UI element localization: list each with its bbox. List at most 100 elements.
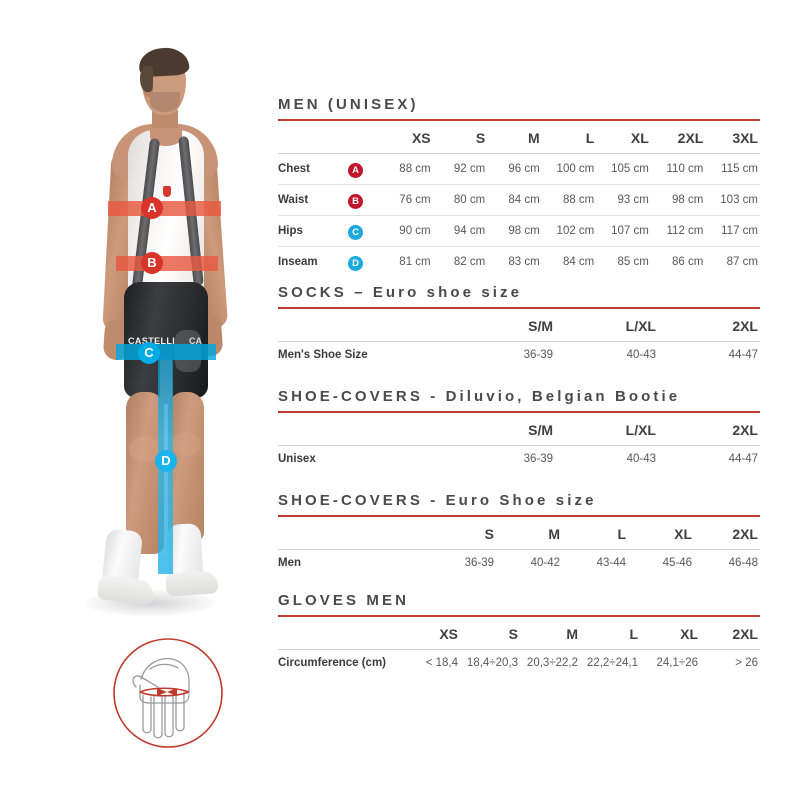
cell-waist-2xl: 98 cm <box>650 184 706 216</box>
table-header-row: S M L XL 2XL <box>278 518 760 550</box>
section-socks: SOCKS – Euro shoe size S/M L/XL 2XL Men'… <box>278 284 760 368</box>
col-header-3xl: 3XL <box>705 122 760 154</box>
row-badge-cell: B <box>348 184 379 216</box>
chest-measurement-band <box>108 201 221 216</box>
cell-inseam-xl: 85 cm <box>617 255 649 268</box>
marker-a: A <box>141 197 163 219</box>
col-header-m: M <box>520 618 580 650</box>
col-header-blank <box>278 414 453 446</box>
row-badge-cell: C <box>348 215 379 247</box>
table-shoe-covers-euro: S M L XL 2XL Men 36-39 40-42 43-44 45-46… <box>278 518 760 576</box>
cell-inseam-3xl: 87 cm <box>726 255 758 268</box>
col-header-l: L <box>541 122 597 154</box>
cell-waist-xs: 76 cm <box>378 184 433 216</box>
figure-jaw-shadow <box>150 92 180 112</box>
col-header-2xl: 2XL <box>658 414 760 446</box>
cell-socks-lxl: 40-43 <box>626 348 656 361</box>
badge-a: A <box>348 162 364 178</box>
row-label-hips: Hips <box>278 215 349 247</box>
shorts-brand-label: CASTELLI <box>128 336 176 346</box>
table-shoe-covers-diluvio: S/M L/XL 2XL Unisex 36-39 40-43 44-47 <box>278 414 760 472</box>
cell-inseam-s: 82 cm <box>453 255 486 268</box>
figure-hair-side <box>140 66 153 92</box>
row-label-chest: Chest <box>278 153 349 185</box>
cell-chest-xl: 105 cm <box>596 153 651 185</box>
cell-inseam-xs: 81 cm <box>399 255 431 268</box>
col-header-s: S <box>430 518 496 550</box>
cell-waist-l: 88 cm <box>541 184 597 216</box>
col-header-xl: XL <box>596 122 651 154</box>
col-header-xl: XL <box>640 618 700 650</box>
cell-gloves-2xl: > 26 <box>735 656 758 669</box>
col-header-sm: S/M <box>453 310 555 342</box>
cell-euro-2xl: 46-48 <box>728 556 758 569</box>
cell-hips-l: 102 cm <box>541 215 597 247</box>
col-header-lxl: L/XL <box>555 310 658 342</box>
col-header-l: L <box>580 618 640 650</box>
cell-chest-xs: 88 cm <box>378 153 433 185</box>
cell-gloves-m: 20,3÷22,2 <box>526 656 578 669</box>
cell-inseam-m: 83 cm <box>508 255 540 268</box>
waist-measurement-band <box>116 256 218 271</box>
row-label-circumference: Circumference (cm) <box>278 656 387 669</box>
cell-hips-xl: 107 cm <box>596 215 651 247</box>
col-header-badge <box>348 122 379 154</box>
row-label-men: Men <box>278 556 301 569</box>
cell-waist-xl: 93 cm <box>596 184 651 216</box>
cell-euro-s: 36-39 <box>464 556 494 569</box>
section-title-shoe-covers-euro: SHOE-COVERS - Euro Shoe size <box>278 492 597 509</box>
col-header-l: L <box>562 518 628 550</box>
col-header-xs: XS <box>400 618 460 650</box>
cell-hips-2xl: 112 cm <box>650 215 706 247</box>
col-header-2xl: 2XL <box>694 518 760 550</box>
cell-euro-xl: 45-46 <box>662 556 692 569</box>
badge-b: B <box>348 193 364 209</box>
section-shoe-covers-euro: SHOE-COVERS - Euro Shoe size S M L XL 2X… <box>278 492 760 576</box>
figure-right-foot <box>165 570 219 597</box>
col-header-blank <box>278 122 349 154</box>
hand-circumference-icon <box>113 638 223 748</box>
figure-left-leg <box>126 392 164 554</box>
row-label-inseam: Inseam <box>278 255 318 268</box>
cell-chest-m: 96 cm <box>487 153 542 185</box>
section-rule <box>278 119 760 121</box>
col-header-blank <box>278 518 430 550</box>
table-header-row: XS S M L XL 2XL <box>278 618 760 650</box>
marker-c: C <box>138 342 160 364</box>
row-label-mens-shoe-size: Men's Shoe Size <box>278 348 368 361</box>
table-socks: S/M L/XL 2XL Men's Shoe Size 36-39 40-43… <box>278 310 760 368</box>
cell-euro-l: 43-44 <box>596 556 626 569</box>
section-rule <box>278 615 760 617</box>
size-chart-tables: MEN (UNISEX) XS S M L XL 2XL 3XL Chest A… <box>278 0 768 800</box>
table-header-row: S/M L/XL 2XL <box>278 414 760 446</box>
cell-euro-m: 40-42 <box>530 556 560 569</box>
col-header-lxl: L/XL <box>555 414 658 446</box>
cell-waist-3xl: 103 cm <box>705 184 760 216</box>
cell-gloves-xl: 24,1÷26 <box>656 656 699 669</box>
section-title-men-unisex: MEN (UNISEX) <box>278 96 419 113</box>
table-row: Men 36-39 40-42 43-44 45-46 46-48 <box>278 549 760 576</box>
cell-chest-l: 100 cm <box>541 153 597 185</box>
table-row: Men's Shoe Size 36-39 40-43 44-47 <box>278 341 760 368</box>
section-rule <box>278 307 760 309</box>
table-men-unisex: XS S M L XL 2XL 3XL Chest A 88 cm 92 cm … <box>278 122 760 277</box>
cyclist-figure-panel: CASTELLI CA A B C D <box>0 0 275 800</box>
col-header-2xl: 2XL <box>650 122 706 154</box>
cell-inseam-l: 84 cm <box>562 255 595 268</box>
cell-gloves-s: 18,4÷20,3 <box>466 656 518 669</box>
table-row: Waist B 76 cm 80 cm 84 cm 88 cm 93 cm 98… <box>278 184 760 216</box>
cell-hips-xs: 90 cm <box>378 215 433 247</box>
section-rule <box>278 411 760 413</box>
cell-chest-s: 92 cm <box>432 153 488 185</box>
col-header-2xl: 2XL <box>658 310 760 342</box>
table-gloves-men: XS S M L XL 2XL Circumference (cm) < 18,… <box>278 618 760 676</box>
cell-hips-s: 94 cm <box>432 215 488 247</box>
cell-chest-2xl: 110 cm <box>650 153 706 185</box>
section-title-shoe-covers-diluvio: SHOE-COVERS - Diluvio, Belgian Bootie <box>278 388 681 405</box>
col-header-blank <box>278 310 453 342</box>
col-header-s: S <box>460 618 520 650</box>
cell-chest-3xl: 115 cm <box>705 153 760 185</box>
section-gloves-men: GLOVES MEN XS S M L XL 2XL Circumference… <box>278 592 760 676</box>
figure-right-knee <box>171 432 201 456</box>
cell-hips-3xl: 117 cm <box>705 215 760 247</box>
